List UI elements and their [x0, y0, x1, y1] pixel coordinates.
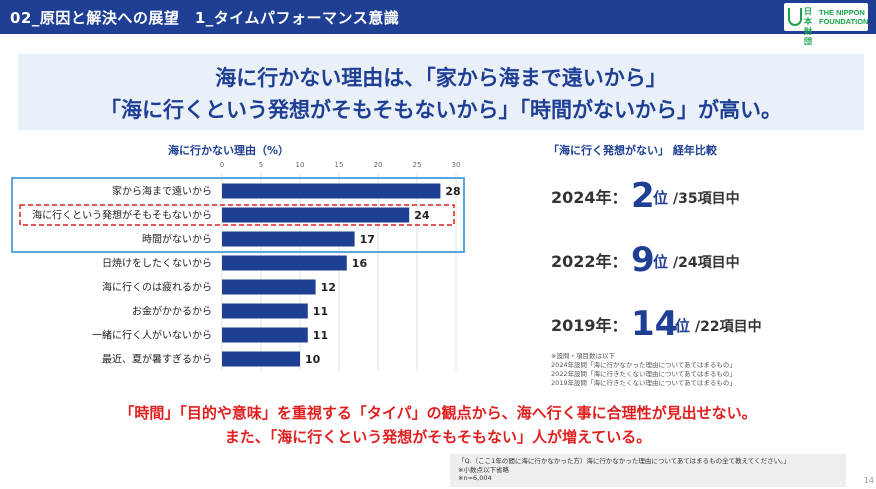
logo-en-line2: FOUNDATION	[819, 17, 869, 26]
bar	[222, 231, 355, 247]
x-tick-label: 0	[220, 161, 224, 169]
bar	[222, 279, 316, 295]
category-label: 日焼けをしたくないから	[102, 258, 212, 270]
footnote-box: 「Q.（ここ1年の間に海に行かなかった方）海に行かなかった理由についてあてはまる…	[450, 454, 846, 487]
category-label: 一緒に行く人がいないから	[92, 329, 212, 342]
ranking-total: /35項目中	[673, 191, 740, 207]
ranking-note: 2022年設問「海に行きたくない理由についてあてはまるもの」	[551, 370, 736, 378]
ranking-note: 2024年設問「海に行かなかった理由についてあてはまるもの」	[551, 361, 736, 369]
ranking-total: /24項目中	[673, 255, 740, 271]
bar	[222, 207, 410, 223]
page-title: 02_原因と解決への展望 1_タイムパフォーマンス意識	[10, 9, 400, 27]
x-tick-label: 10	[296, 161, 305, 169]
bar	[222, 183, 441, 199]
category-label: 海に行くという発想がそもそもないから	[32, 209, 212, 222]
value-label: 11	[313, 305, 328, 318]
value-label: 10	[305, 353, 321, 366]
x-tick-label: 15	[335, 161, 344, 169]
bar	[222, 327, 308, 343]
value-label: 11	[313, 329, 328, 342]
logo-en-line1: THE NIPPON	[819, 8, 865, 17]
ranking-rank-unit: 位	[653, 253, 669, 271]
category-label: お金がかかるから	[132, 305, 212, 318]
value-label: 17	[360, 233, 375, 246]
bar	[222, 303, 308, 319]
x-tick-label: 25	[413, 161, 422, 169]
ranking-rank: 9	[631, 240, 655, 280]
logo-jp-text: 日本財団	[804, 7, 812, 46]
category-label: 最近、夏が暑すぎるから	[102, 353, 212, 366]
ranking-title: 「海に行く発想がない」 経年比較	[548, 144, 717, 157]
value-label: 24	[414, 209, 430, 222]
foundation-mark-icon	[788, 8, 802, 26]
ranking-total: /22項目中	[695, 319, 762, 335]
no-idea-highlight-box	[19, 204, 455, 226]
ranking-rank: 2	[631, 176, 655, 216]
ranking-note: 2019年設問「海に行きたくない理由についてあてはまるもの」	[551, 379, 736, 387]
chart-title: 海に行かない理由（%）	[168, 144, 290, 157]
x-tick-label: 5	[259, 161, 263, 169]
ranking-note: ※設問・項目数は以下	[551, 352, 615, 360]
headline-line1: 海に行かない理由は、「家から海まで遠いから」	[215, 66, 667, 90]
ranking-rank-unit: 位	[653, 189, 669, 207]
logo-en-text: THE NIPPON FOUNDATION	[819, 8, 868, 26]
category-label: 時間がないから	[142, 233, 212, 246]
bar	[222, 255, 347, 271]
category-label: 家から海まで遠いから	[112, 185, 212, 198]
header-bar: 02_原因と解決への展望 1_タイムパフォーマンス意識 日本財団 THE NIP…	[0, 0, 876, 46]
x-tick-label: 30	[452, 161, 461, 169]
footnote-question: 「Q.（ここ1年の間に海に行かなかった方）海に行かなかった理由についてあてはまる…	[458, 457, 790, 465]
reasons-bar-chart: 0 5 10 15 20 25 30 家から海まで遠いから 28 海に行くという発想がそもそもない…	[11, 161, 465, 371]
page-number: 14	[863, 476, 874, 485]
category-label: 海に行くのは疲れるから	[102, 281, 212, 294]
top3-highlight-box	[11, 177, 465, 253]
ranking-rank-unit: 位	[675, 317, 691, 335]
ranking-notes: ※設問・項目数は以下 2024年設問「海に行かなかった理由についてあてはまるもの…	[551, 352, 736, 388]
ranking-year: 2019年：	[551, 316, 628, 335]
ranking-year: 2024年：	[551, 188, 628, 207]
conclusion-line1: 「時間」「目的や意味」を重視する「タイパ」の観点から、海へ行く事に合理性が見出せ…	[119, 404, 757, 422]
ranking-year: 2022年：	[551, 252, 628, 271]
footnote-sample-size: ※n=6,004	[458, 474, 492, 482]
value-label: 12	[321, 281, 336, 294]
ranking-rank: 14	[631, 304, 679, 344]
value-label: 16	[352, 257, 368, 270]
footnote-decimal-note: ※小数点以下省略	[458, 465, 509, 474]
headline-line2: 「海に行くという発想がそもそもないから」「時間がないから」が高い。	[99, 98, 783, 122]
x-tick-label: 20	[374, 161, 383, 169]
conclusion-line2: また、「海に行くという発想がそもそもない」人が増えている。	[224, 428, 652, 446]
headline-box: 海に行かない理由は、「家から海まで遠いから」 「海に行くという発想がそもそもない…	[18, 54, 864, 130]
value-label: 28	[445, 185, 460, 198]
bar	[222, 351, 300, 367]
nippon-foundation-logo: 日本財団 THE NIPPON FOUNDATION	[784, 3, 868, 46]
